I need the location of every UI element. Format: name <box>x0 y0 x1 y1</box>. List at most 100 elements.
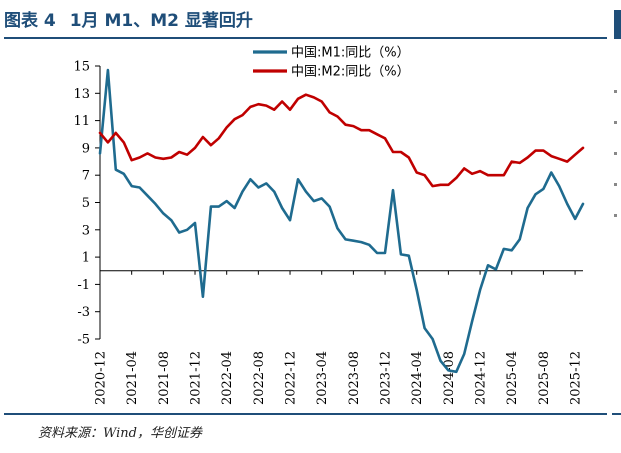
legend-label-m1: 中国:M1:同比（%） <box>291 46 410 61</box>
m2-data-point <box>566 160 569 163</box>
m1-data-point <box>455 370 458 373</box>
m1-data-point <box>297 178 299 181</box>
m1-data-point <box>194 222 196 224</box>
y-tick-label: 5 <box>82 196 90 211</box>
y-tick-label: 3 <box>82 223 90 238</box>
m2-data-point <box>582 147 584 149</box>
m1-data-point <box>526 207 529 209</box>
m1-data-point <box>376 252 378 254</box>
m2-data-point <box>170 156 173 159</box>
x-tick-label: 2022-08 <box>252 351 267 405</box>
m1-data-point <box>186 228 189 231</box>
m2-data-point <box>297 97 299 100</box>
x-tick-label: 2021-04 <box>125 351 140 405</box>
m1-data-point <box>582 203 584 205</box>
m2-data-point <box>312 96 315 99</box>
x-tick-label: 2025-12 <box>569 351 584 405</box>
y-tick-label: 13 <box>73 87 90 102</box>
m2-data-point <box>305 93 307 96</box>
m2-data-point <box>510 160 513 163</box>
x-tick-label: 2021-12 <box>189 351 204 405</box>
m2-data-point <box>518 162 521 164</box>
m2-data-point <box>344 123 347 126</box>
m2-data-point <box>479 170 481 173</box>
m1-data-point <box>447 369 450 372</box>
m2-data-point <box>273 108 276 111</box>
m1-data-point <box>170 219 173 222</box>
m1-data-point <box>122 172 125 175</box>
m1-data-point <box>107 69 109 71</box>
m1-data-point <box>360 241 363 244</box>
m2-data-point <box>114 132 117 134</box>
m2-data-point <box>138 156 141 159</box>
m1-data-point <box>130 185 133 188</box>
m2-data-point <box>162 157 165 160</box>
legend-label-m2: 中国:M2:同比（%） <box>291 65 410 80</box>
m2-data-point <box>487 174 489 177</box>
m1-data-point <box>257 186 260 189</box>
m2-data-point <box>384 137 386 140</box>
m1-data-point <box>138 186 141 189</box>
m1-data-point <box>439 359 442 362</box>
m2-data-point <box>376 133 378 136</box>
m1-data-point <box>162 212 165 215</box>
m2-data-point <box>225 126 228 129</box>
m2-data-point <box>186 153 189 156</box>
m2-data-point <box>202 136 204 138</box>
m1-data-point <box>154 203 157 205</box>
m1-data-point <box>344 238 347 241</box>
m2-data-point <box>146 152 149 155</box>
m1-data-point <box>99 152 101 155</box>
m2-data-point <box>439 183 442 186</box>
legend: 中国:M1:同比（%） 中国:M2:同比（%） <box>253 46 410 80</box>
m2-data-point <box>360 129 363 132</box>
m2-data-point <box>542 149 545 152</box>
m1-data-point <box>542 188 545 190</box>
m1-data-point <box>249 178 252 181</box>
m1-data-point <box>407 254 410 257</box>
m1-data-point <box>518 238 521 241</box>
m2-data-point <box>463 167 466 170</box>
m1-data-point <box>384 252 386 254</box>
x-tick-label: 2021-08 <box>157 351 172 405</box>
m2-data-point <box>328 111 331 114</box>
m1-data-point <box>210 205 212 208</box>
m1-data-point <box>289 219 291 222</box>
m2-data-point <box>233 118 236 121</box>
m2-data-point <box>320 100 323 103</box>
m1-data-point <box>510 249 513 252</box>
m1-data-point <box>241 190 244 193</box>
m1-data-point <box>146 194 149 197</box>
x-tick-label: 2024-04 <box>410 351 425 405</box>
m2-data-point <box>534 149 537 152</box>
m2-data-point <box>455 177 458 179</box>
m2-data-point <box>392 151 394 153</box>
y-tick-label: 1 <box>82 251 90 266</box>
m1-data-point <box>336 227 339 230</box>
figure-label: 图表 4 <box>4 11 56 31</box>
m1-data-point <box>495 268 497 271</box>
m2-data-point <box>154 156 157 159</box>
m1-data-point <box>320 197 323 200</box>
x-tick-label: 2023-08 <box>347 351 362 405</box>
m2-data-point <box>447 183 450 186</box>
m1-data-point <box>273 190 276 193</box>
m2-data-point <box>423 174 426 177</box>
m1-data-point <box>400 253 402 256</box>
axes-layer: 15 13 11 9 7 5 3 1 -1 -3 -5 2020-12 2021-04 2021-08 20… <box>73 60 583 406</box>
m2-data-point <box>415 171 418 174</box>
adjacent-panel-edge-bottom <box>612 413 621 415</box>
m1-data-point <box>431 338 434 340</box>
y-tick-label: -5 <box>77 333 90 348</box>
adjacent-panel-edge <box>614 10 621 39</box>
x-tick-label: 2023-04 <box>315 351 330 405</box>
x-tick-label: 2022-12 <box>284 351 299 405</box>
m2-data-point <box>431 185 434 188</box>
x-tick-label: 2020-12 <box>94 351 109 405</box>
m2-data-point <box>210 144 212 147</box>
m2-data-point <box>574 153 576 156</box>
m1-data-point <box>574 218 576 220</box>
y-tick-label: 7 <box>82 169 90 184</box>
m2-data-point <box>265 104 268 107</box>
m1-data-point <box>352 239 355 242</box>
